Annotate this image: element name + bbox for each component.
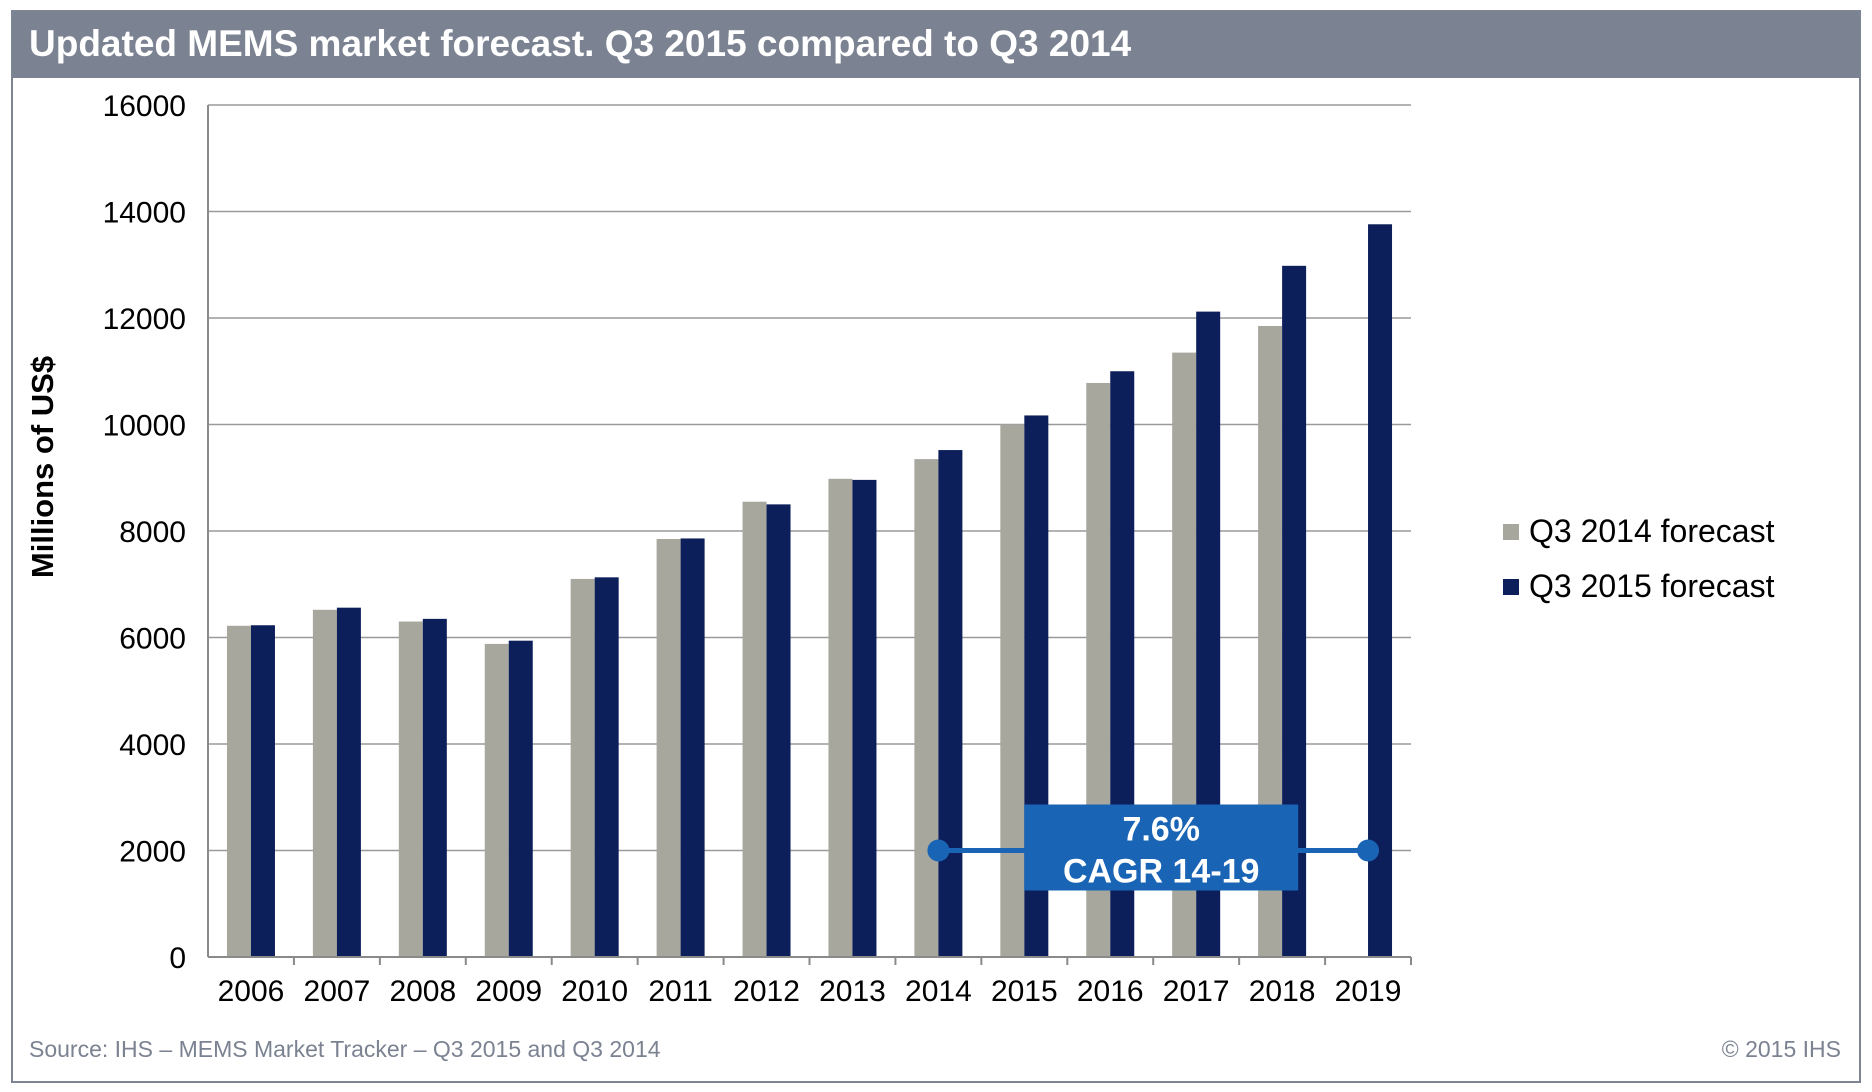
x-tick-label: 2012: [733, 975, 800, 1008]
bar-q3-2015-2006: [250, 625, 275, 957]
bar-q3-2014-2013: [828, 478, 853, 957]
x-tick-label: 2017: [1163, 975, 1230, 1008]
copyright-note: © 2015 IHS: [1721, 1036, 1841, 1062]
bar-q3-2015-2014: [938, 450, 963, 957]
x-tick-label: 2009: [475, 975, 542, 1008]
bar-q3-2014-2008: [398, 621, 423, 957]
y-tick-label: 4000: [119, 729, 186, 762]
bar-q3-2014-2009: [484, 643, 509, 957]
legend-label-q3-2015: Q3 2015 forecast: [1529, 568, 1775, 604]
cagr-value: 7.6%: [1122, 811, 1200, 849]
x-tick-label: 2008: [389, 975, 456, 1008]
bar-q3-2014-2010: [570, 578, 595, 957]
cagr-label: CAGR 14-19: [1063, 853, 1260, 891]
y-tick-label: 6000: [119, 623, 186, 656]
bar-q3-2015-2019: [1368, 224, 1393, 957]
chart-frame: Updated MEMS market forecast. Q3 2015 co…: [11, 10, 1861, 1083]
bar-q3-2014-2007: [312, 609, 337, 957]
bar-q3-2015-2008: [422, 618, 447, 957]
x-tick-label: 2018: [1249, 975, 1316, 1008]
x-tick-label: 2007: [304, 975, 371, 1008]
legend-swatch-q3-2015: [1503, 578, 1519, 595]
legend-label-q3-2014: Q3 2014 forecast: [1529, 513, 1775, 549]
bar-q3-2015-2012: [766, 504, 791, 957]
title-bar: Updated MEMS market forecast. Q3 2015 co…: [13, 12, 1859, 78]
bar-q3-2014-2015: [1000, 424, 1025, 957]
x-tick-label: 2010: [561, 975, 628, 1008]
bar-q3-2015-2010: [594, 577, 619, 957]
y-axis-label: Millions of US$: [25, 356, 60, 578]
y-tick-label: 16000: [103, 90, 186, 123]
x-tick-label: 2014: [905, 975, 972, 1008]
x-tick-label: 2019: [1335, 975, 1402, 1008]
x-tick-label: 2016: [1077, 975, 1144, 1008]
bar-q3-2015-2013: [852, 479, 877, 957]
x-tick-label: 2013: [819, 975, 886, 1008]
y-tick-label: 2000: [119, 836, 186, 869]
x-tick-label: 2011: [648, 975, 713, 1008]
cagr-box: [1024, 804, 1299, 891]
y-tick-label: 14000: [103, 197, 186, 230]
bar-q3-2014-2014: [914, 459, 939, 957]
y-tick-label: 0: [169, 942, 186, 975]
legend-swatch-q3-2014: [1503, 523, 1519, 540]
bar-q3-2014-2012: [742, 501, 767, 957]
y-tick-label: 12000: [103, 303, 186, 336]
chart-title: Updated MEMS market forecast. Q3 2015 co…: [29, 23, 1132, 64]
legend-item-q3-2014: Q3 2014 forecast: [1503, 504, 1774, 559]
cagr-start-marker: [927, 839, 950, 862]
bar-q3-2015-2011: [680, 538, 705, 957]
source-note: Source: IHS – MEMS Market Tracker – Q3 2…: [29, 1036, 661, 1062]
x-tick-label: 2015: [991, 975, 1058, 1008]
legend-item-q3-2015: Q3 2015 forecast: [1503, 559, 1774, 614]
x-tick-label: 2006: [218, 975, 285, 1008]
cagr-end-marker: [1357, 839, 1380, 862]
bar-q3-2014-2011: [656, 538, 681, 957]
y-tick-label: 10000: [103, 410, 186, 443]
legend: Q3 2014 forecast Q3 2015 forecast: [1503, 504, 1774, 614]
bar-q3-2015-2009: [508, 640, 533, 957]
chart-plot: 0 2000 4000 6000 8000 10000 12000 14000 16000 200…: [25, 90, 1412, 1008]
y-tick-label: 8000: [119, 516, 186, 549]
bar-q3-2014-2006: [226, 625, 251, 957]
bar-q3-2015-2007: [336, 607, 361, 957]
